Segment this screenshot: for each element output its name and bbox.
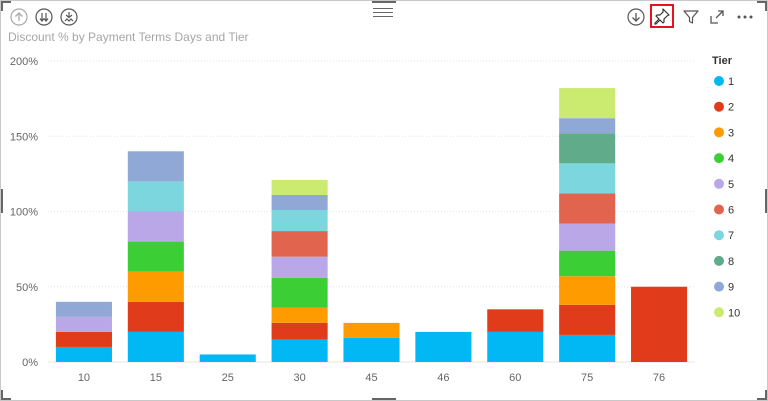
resize-handle-top-right[interactable] — [757, 1, 767, 11]
resize-handle-bottom-left[interactable] — [1, 390, 11, 400]
bar-segment-tier-7[interactable] — [271, 209, 328, 232]
legend-marker-tier-9[interactable] — [714, 281, 724, 292]
bar-segment-tier-5[interactable] — [55, 316, 112, 332]
bar-segment-tier-1[interactable] — [199, 354, 256, 362]
x-tick-label: 76 — [653, 372, 665, 384]
x-tick-label: 25 — [222, 372, 234, 384]
bar-segment-tier-2[interactable] — [559, 304, 616, 335]
bar-segment-tier-1[interactable] — [127, 331, 184, 362]
legend-title: Tier — [712, 55, 733, 67]
bar-segment-tier-2[interactable] — [55, 331, 112, 347]
bar-segment-tier-6[interactable] — [559, 193, 616, 224]
legend-label[interactable]: 10 — [728, 307, 740, 319]
filter-icon[interactable] — [681, 7, 701, 27]
bar-segment-tier-1[interactable] — [487, 331, 544, 362]
x-tick-label: 45 — [365, 372, 377, 384]
legend-marker-tier-6[interactable] — [714, 204, 724, 215]
legend-label[interactable]: 4 — [728, 153, 734, 165]
bar-segment-tier-4[interactable] — [559, 250, 616, 277]
bar-segment-tier-5[interactable] — [271, 256, 328, 278]
bar-segment-tier-6[interactable] — [271, 231, 328, 257]
legend-marker-tier-2[interactable] — [714, 101, 724, 112]
bar-segment-tier-1[interactable] — [415, 331, 472, 362]
legend-marker-tier-3[interactable] — [714, 127, 724, 138]
bar-segment-tier-3[interactable] — [271, 307, 328, 323]
resize-handle-bottom-right[interactable] — [757, 390, 767, 400]
legend-label[interactable]: 6 — [728, 205, 734, 217]
drill-up-icon[interactable] — [9, 7, 29, 27]
legend-marker-tier-4[interactable] — [714, 153, 724, 164]
x-tick-label: 30 — [293, 372, 305, 384]
legend-marker-tier-10[interactable] — [714, 307, 724, 318]
bar-segment-tier-9[interactable] — [271, 194, 328, 210]
bar-segment-tier-10[interactable] — [271, 179, 328, 195]
bar-segment-tier-1[interactable] — [343, 337, 400, 362]
legend-label[interactable]: 2 — [728, 102, 734, 114]
legend-label[interactable]: 7 — [728, 230, 734, 242]
focus-mode-icon[interactable] — [707, 7, 727, 27]
bar-segment-tier-1[interactable] — [55, 346, 112, 362]
go-to-next-level-icon[interactable] — [34, 7, 54, 27]
y-tick-label: 50% — [16, 282, 38, 294]
legend-marker-tier-1[interactable] — [714, 76, 724, 86]
legend-label[interactable]: 5 — [728, 179, 734, 191]
bar-segment-tier-2[interactable] — [631, 286, 688, 362]
x-tick-label: 46 — [437, 372, 449, 384]
chart-title: Discount % by Payment Terms Days and Tie… — [8, 30, 249, 44]
bar-segment-tier-9[interactable] — [55, 301, 112, 317]
x-tick-label: 75 — [581, 372, 593, 384]
y-tick-label: 100% — [10, 207, 38, 219]
x-tick-label: 60 — [509, 372, 521, 384]
y-tick-label: 0% — [22, 357, 38, 369]
bar-segment-tier-1[interactable] — [271, 339, 328, 362]
bar-segment-tier-5[interactable] — [127, 211, 184, 242]
drag-grip-icon[interactable] — [373, 8, 393, 20]
bar-segment-tier-4[interactable] — [127, 241, 184, 272]
x-tick-label: 15 — [150, 372, 162, 384]
legend-marker-tier-7[interactable] — [714, 230, 724, 241]
bar-segment-tier-7[interactable] — [559, 163, 616, 194]
expand-all-down-icon[interactable] — [59, 7, 79, 27]
legend-label[interactable]: 3 — [728, 127, 734, 139]
bar-segment-tier-3[interactable] — [559, 276, 616, 305]
bar-segment-tier-3[interactable] — [343, 322, 400, 338]
bar-segment-tier-9[interactable] — [127, 151, 184, 182]
resize-handle-top-left[interactable] — [1, 1, 11, 11]
legend-label[interactable]: 9 — [728, 282, 734, 294]
y-tick-label: 200% — [10, 56, 38, 68]
legend-label[interactable]: 1 — [728, 76, 734, 88]
bar-segment-tier-10[interactable] — [559, 88, 616, 119]
bar-segment-tier-7[interactable] — [127, 181, 184, 212]
bar-segment-tier-9[interactable] — [559, 118, 616, 134]
legend-marker-tier-8[interactable] — [714, 255, 724, 266]
bar-segment-tier-3[interactable] — [127, 271, 184, 302]
bar-segment-tier-2[interactable] — [487, 309, 544, 332]
bar-segment-tier-4[interactable] — [271, 277, 328, 308]
legend-label[interactable]: 8 — [728, 256, 734, 268]
y-tick-label: 150% — [10, 131, 38, 143]
pin-icon[interactable] — [650, 4, 674, 28]
more-options-icon[interactable] — [735, 7, 755, 27]
legend-marker-tier-5[interactable] — [714, 178, 724, 189]
resize-handle-left[interactable] — [1, 189, 3, 213]
x-tick-label: 10 — [78, 372, 90, 384]
drill-down-icon[interactable] — [626, 7, 646, 27]
bar-segment-tier-2[interactable] — [271, 322, 328, 340]
bar-segment-tier-2[interactable] — [127, 301, 184, 332]
bar-segment-tier-8[interactable] — [559, 133, 616, 164]
resize-handle-right[interactable] — [765, 189, 767, 213]
resize-handle-bottom[interactable] — [372, 398, 396, 400]
bar-segment-tier-5[interactable] — [559, 223, 616, 251]
resize-handle-top[interactable] — [372, 1, 396, 3]
bar-segment-tier-1[interactable] — [559, 334, 616, 362]
